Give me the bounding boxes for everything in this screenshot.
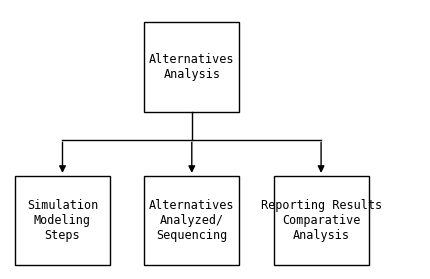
Bar — [144, 176, 239, 265]
Text: Alternatives
Analysis: Alternatives Analysis — [149, 53, 234, 81]
Bar — [273, 176, 368, 265]
Bar — [144, 22, 239, 112]
Text: Reporting Results
Comparative
Analysis: Reporting Results Comparative Analysis — [260, 199, 381, 242]
Text: Simulation
Modeling
Steps: Simulation Modeling Steps — [27, 199, 98, 242]
Text: Alternatives
Analyzed/
Sequencing: Alternatives Analyzed/ Sequencing — [149, 199, 234, 242]
Bar — [15, 176, 110, 265]
